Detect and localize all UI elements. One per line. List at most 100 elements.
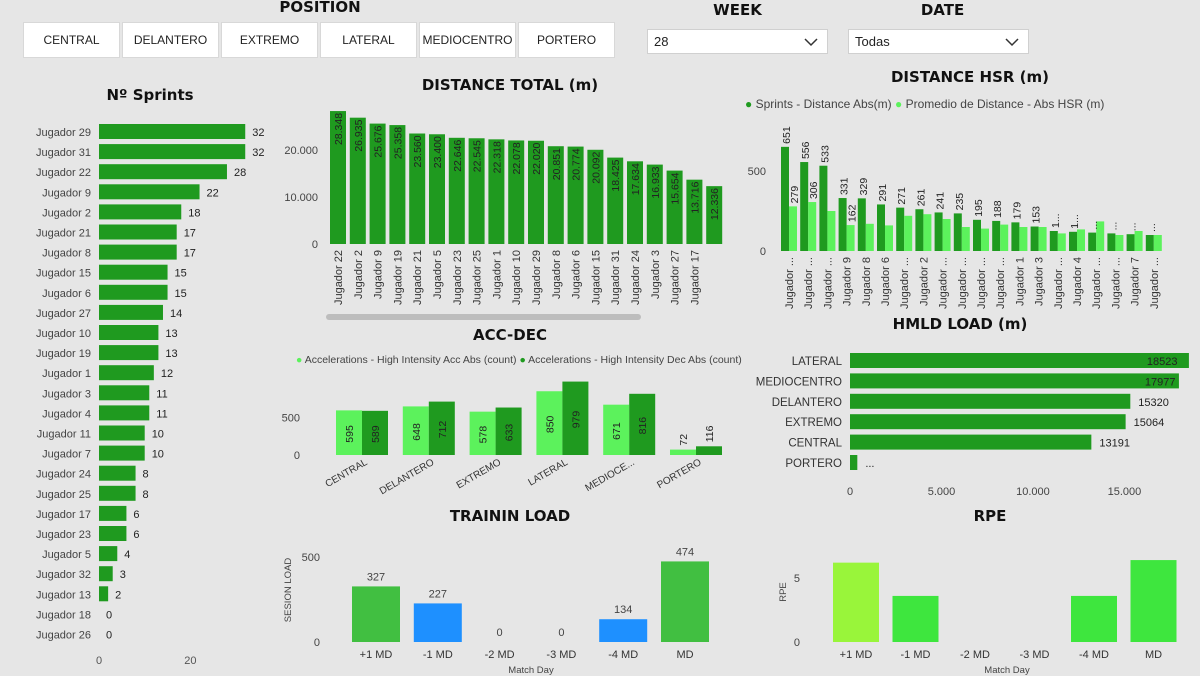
hsr-sprints-bar: [838, 198, 847, 251]
acc-bar: [670, 449, 696, 455]
sprints-category-label: Jugador 18: [36, 609, 91, 621]
sprints-category-label: Jugador 29: [36, 127, 91, 139]
hsr-sprints-bar: [1145, 235, 1154, 251]
hsr-value-label: 179: [1011, 202, 1023, 220]
distance-bar: [409, 133, 426, 244]
distance-category-label: Jugador 24: [630, 250, 642, 305]
sprints-value-label: 10: [152, 429, 164, 441]
training-category-label: -1 MD: [423, 649, 453, 661]
sprints-bar: [99, 124, 246, 139]
distance-y-tick: 0: [312, 239, 318, 251]
acc-dec-category-label: PORTERO: [655, 457, 703, 491]
hsr-value-label: ...: [1107, 222, 1119, 231]
distance-value-label: 26.935: [353, 119, 365, 151]
sprints-category-label: Jugador 9: [42, 187, 91, 199]
dec-bar: [696, 446, 722, 455]
sprints-x-tick: 0: [96, 655, 102, 667]
hsr-category-label: Jugador 8: [861, 257, 873, 306]
date-dropdown[interactable]: Todas: [848, 29, 1029, 54]
hsr-value-label: 153: [1031, 206, 1043, 224]
distance-value-label: 22.545: [472, 140, 484, 172]
position-button-portero[interactable]: PORTERO: [518, 22, 615, 58]
hmld-bar: [850, 373, 1179, 389]
sprints-value-label: 10: [152, 449, 164, 461]
position-button-mediocentro[interactable]: MEDIOCENTRO: [419, 22, 516, 58]
sprints-category-label: Jugador 8: [42, 248, 91, 260]
hsr-avg-bar: [961, 227, 970, 251]
hsr-value-label: 291: [877, 184, 889, 202]
position-button-extremo[interactable]: EXTREMO: [221, 22, 318, 58]
distance-bar: [349, 117, 366, 244]
hsr-avg-bar: [1153, 235, 1162, 251]
sprints-category-label: Jugador 26: [36, 630, 91, 642]
hsr-sprints-bar: [819, 165, 828, 251]
rpe-y-tick: 5: [794, 573, 800, 585]
distance-total-title: DISTANCE TOTAL (m): [421, 76, 599, 94]
sprints-value-label: 6: [133, 529, 139, 541]
sprints-value-label: 8: [143, 489, 149, 501]
sprints-category-label: Jugador 1: [42, 368, 91, 380]
hsr-sprints-bar: [915, 209, 924, 251]
sprints-bar: [99, 546, 118, 562]
training-category-label: -3 MD: [546, 649, 576, 661]
training-value-label: 227: [429, 588, 447, 600]
training-load-title: TRAININ LOAD: [449, 507, 571, 525]
sprints-bar: [99, 184, 200, 200]
training-value-label: 0: [497, 627, 503, 639]
acc-dec-y-tick: 0: [294, 450, 300, 462]
hsr-avg-bar: [1115, 235, 1124, 251]
distance-bar: [627, 161, 643, 244]
training-y-axis-title: SESION LOAD: [283, 558, 294, 623]
sprints-value-label: 11: [156, 388, 167, 400]
rpe-category-label: -4 MD: [1079, 649, 1109, 661]
week-dropdown[interactable]: 28: [647, 29, 828, 54]
hsr-sprints-bar: [781, 146, 789, 251]
hsr-value-label: 188: [992, 200, 1004, 218]
position-button-lateral[interactable]: LATERAL: [320, 22, 417, 58]
week-title: WEEK: [713, 1, 762, 19]
hsr-avg-label: 162: [847, 204, 859, 222]
sprints-category-label: Jugador 15: [36, 268, 91, 280]
hsr-value-label: 1...: [1069, 214, 1081, 229]
distance-category-label: Jugador 27: [670, 250, 682, 305]
hsr-category-label: Jugador 4: [1072, 257, 1084, 306]
hsr-category-label: Jugador 2: [918, 257, 930, 306]
hsr-category-label: Jugador ...: [1149, 257, 1161, 309]
sprints-value-label: 18: [188, 207, 200, 219]
hmld-category-label: CENTRAL: [788, 438, 842, 450]
hsr-avg-label: 306: [808, 181, 820, 199]
rpe-category-label: +1 MD: [840, 649, 873, 661]
acc-bar: [336, 410, 362, 455]
distance-bar: [567, 146, 584, 244]
training-x-axis-title: Match Day: [508, 665, 554, 676]
sprints-bar: [99, 485, 136, 501]
sprints-category-label: Jugador 22: [36, 167, 91, 179]
acc-value-label: 72: [678, 434, 690, 446]
training-category-label: MD: [676, 649, 693, 661]
hsr-avg-bar: [865, 223, 874, 251]
hmld-bar: [850, 455, 858, 470]
hsr-sprints-bar: [877, 204, 885, 251]
hsr-category-label: Jugador ...: [822, 257, 834, 309]
distance-bar: [429, 134, 445, 244]
hsr-avg-bar: [1019, 227, 1028, 251]
sprints-bar: [99, 566, 113, 582]
position-button-central[interactable]: CENTRAL: [23, 22, 120, 58]
hsr-category-label: Jugador 3: [1034, 257, 1046, 306]
distance-value-label: 22.078: [511, 142, 523, 174]
acc-dec-category-label: LATERAL: [527, 457, 571, 489]
sprints-value-label: 0: [106, 630, 112, 642]
rpe-y-axis-title: RPE: [778, 582, 789, 602]
acc-bar: [402, 406, 429, 455]
sprints-bar: [99, 505, 127, 521]
distance-bar: [468, 138, 485, 244]
hsr-sprints-bar: [857, 198, 866, 251]
position-button-delantero[interactable]: DELANTERO: [122, 22, 219, 58]
sprints-value-label: 13: [165, 328, 177, 340]
dec-value-label: 979: [570, 411, 582, 429]
sprints-category-label: Jugador 32: [36, 569, 91, 581]
hmld-x-tick: 10.000: [1016, 486, 1050, 498]
dec-value-label: 712: [437, 421, 449, 439]
hmld-bar: [850, 414, 1126, 430]
